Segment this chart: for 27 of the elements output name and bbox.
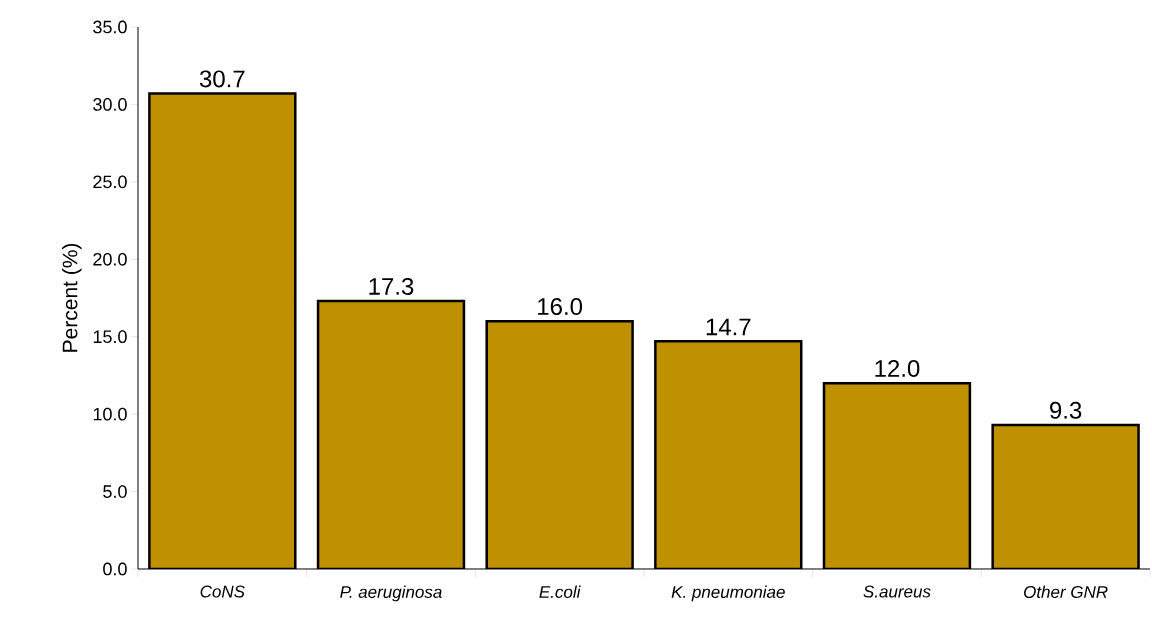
y-tick-label: 30.0: [93, 98, 127, 111]
x-tick-label: CoNS: [200, 585, 245, 598]
bar: [485, 319, 634, 569]
y-tick-label: 15.0: [93, 330, 127, 344]
data-label: 16.0: [538, 298, 583, 316]
y-tick-label: 20.0: [93, 252, 127, 266]
bar: [822, 381, 972, 569]
x-tick-label: P. aeruginosa: [340, 585, 442, 602]
data-label: 9.3: [1050, 401, 1082, 419]
y-tick-label: 5.0: [103, 485, 127, 498]
x-tick-label: K. pneumoniae: [671, 585, 785, 602]
data-label: 17.3: [369, 277, 414, 295]
y-tick-label: 10.0: [93, 407, 127, 421]
data-label: 30.7: [199, 70, 245, 88]
data-label: 14.7: [706, 318, 751, 336]
data-label: 12.0: [875, 359, 920, 377]
y-axis-title: Percent (%): [62, 243, 82, 352]
bar: [654, 340, 803, 569]
bar: [316, 299, 466, 569]
x-tick-label: Other GNR: [1024, 585, 1108, 599]
y-tick-label: 25.0: [93, 175, 127, 189]
y-tick-label: 35.0: [93, 20, 127, 34]
bar: [991, 423, 1140, 569]
x-tick-label: E.coli: [539, 585, 581, 599]
x-tick-label: S.aureus: [863, 585, 931, 598]
y-tick-label: 0.0: [103, 562, 127, 576]
bar: [148, 92, 297, 569]
